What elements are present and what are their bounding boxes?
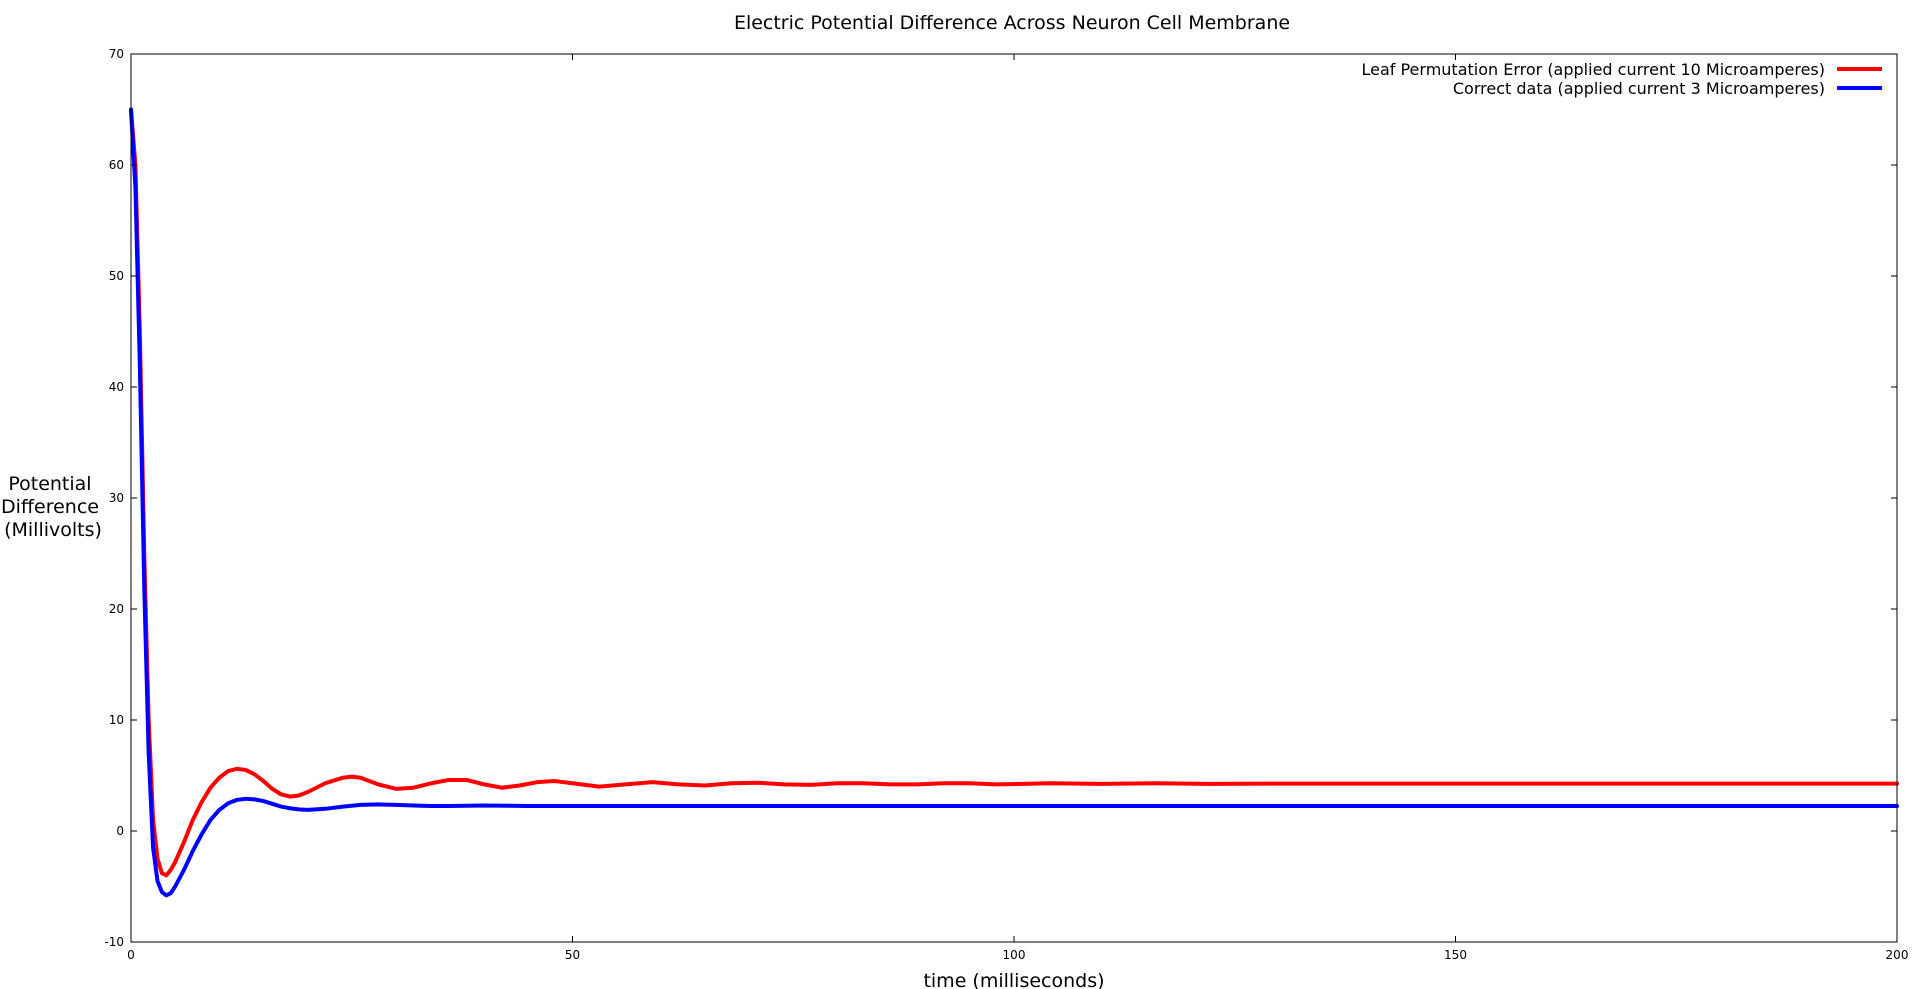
plot-frame [130,53,1898,943]
series-line-0 [129,107,1899,878]
x-tick-label: 150 [1444,948,1467,962]
x-axis-ticks: 0 50 100 150 200 [127,54,1908,962]
series-layer [129,107,1899,898]
y-tick-label: 50 [109,269,124,283]
y-axis-label: Potential Difference (Millivolts) [1,473,105,541]
y-tick-label: 60 [109,158,124,172]
y-tick-label: 0 [116,824,124,838]
series-line-1 [129,107,1899,898]
y-tick-label: -10 [104,935,124,949]
chart-title: Electric Potential Difference Across Neu… [734,12,1290,34]
legend-entry-label: Correct data (applied current 3 Microamp… [1453,79,1825,98]
y-axis-label-line: Difference [1,496,99,518]
legend: Leaf Permutation Error (applied current … [1361,60,1882,98]
legend-entry-label: Leaf Permutation Error (applied current … [1361,60,1825,79]
y-axis-ticks: -10 0 10 20 30 40 50 60 70 [104,47,1897,949]
y-tick-label: 10 [109,713,124,727]
x-axis-label: time (milliseconds) [923,970,1104,989]
y-tick-label: 70 [109,47,124,61]
y-tick-label: 30 [109,491,124,505]
x-tick-label: 50 [565,948,580,962]
y-tick-label: 40 [109,380,124,394]
y-axis-label-line: (Millivolts) [4,519,102,541]
x-tick-label: 0 [127,948,135,962]
x-tick-label: 100 [1003,948,1026,962]
y-axis-label-line: Potential [8,473,91,495]
x-tick-label: 200 [1886,948,1909,962]
y-tick-label: 20 [109,602,124,616]
